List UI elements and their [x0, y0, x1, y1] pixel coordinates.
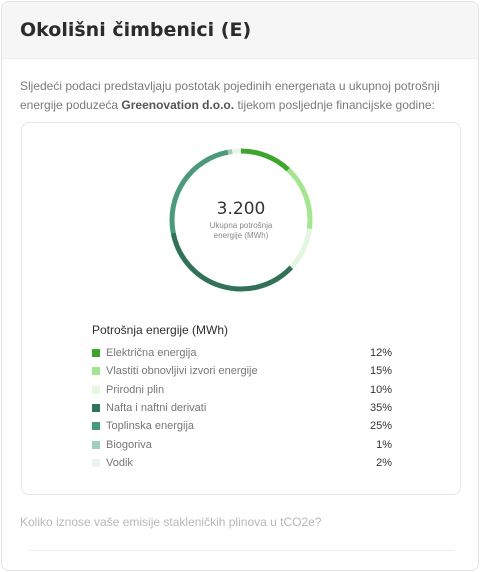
legend-item: Biogoriva 1% [92, 435, 392, 453]
company-name: Greenovation d.o.o. [121, 98, 235, 112]
emissions-answer-line[interactable] [28, 550, 454, 551]
intro-text-before: Sljedeći podaci predstavljaju postotak p… [20, 79, 440, 112]
legend-value: 1% [376, 438, 392, 451]
legend-label: Prirodni plin [106, 383, 165, 396]
legend-value: 2% [376, 456, 392, 469]
intro-text-after: tijekom posljednje financijske godine: [234, 98, 435, 112]
legend-item: Toplinska energija 25% [92, 417, 392, 435]
legend-title: Potrošnja energije (MWh) [92, 323, 229, 337]
legend-value: 35% [369, 402, 392, 415]
legend-swatch [92, 458, 100, 467]
donut-segment-6 [227, 149, 233, 155]
chart-legend: Električna energija 12% Vlastiti obnovlji… [92, 344, 392, 472]
card-header: Okolišni čimbenici (E) [2, 2, 478, 59]
legend-label: Nafta i naftni derivati [106, 402, 207, 415]
legend-swatch [92, 367, 100, 376]
legend-item: Vodik 2% [92, 454, 392, 472]
legend-label: Biogoriva [106, 438, 152, 451]
legend-value: 25% [369, 420, 392, 433]
legend-label: Toplinska energija [106, 420, 195, 433]
donut-segment-4 [170, 232, 294, 292]
total-consumption: 3.200 [216, 199, 266, 219]
legend-item: Vlastiti obnovljivi izvori energije 15% [92, 362, 392, 380]
legend-swatch [92, 404, 100, 413]
legend-swatch [92, 440, 100, 449]
donut-segment-1 [240, 148, 290, 172]
energy-donut-chart [169, 148, 313, 292]
donut-segment-2 [286, 167, 313, 229]
card-title: Okolišni čimbenici (E) [20, 19, 252, 41]
donut-segment-7 [232, 148, 242, 155]
donut-segment-3 [289, 228, 312, 269]
legend-value: 12% [369, 347, 392, 360]
legend-swatch [92, 349, 100, 358]
energy-chart-panel: 3.200 Ukupna potrošnja energije (MWh) Po… [21, 122, 461, 495]
legend-item: Električna energija 12% [92, 344, 392, 362]
emissions-question: Koliko iznose vaše emisije stakleničkih … [20, 515, 322, 529]
legend-label: Električna energija [106, 347, 197, 360]
legend-value: 10% [369, 383, 392, 396]
legend-value: 15% [369, 365, 392, 378]
total-consumption-label: Ukupna potrošnja energije (MWh) [209, 221, 273, 240]
legend-label: Vlastiti obnovljivi izvori energije [106, 365, 258, 378]
legend-swatch [92, 422, 100, 431]
donut-center: 3.200 Ukupna potrošnja energije (MWh) [166, 145, 316, 295]
legend-label: Vodik [106, 456, 133, 469]
legend-item: Nafta i naftni derivati 35% [92, 399, 392, 417]
intro-text: Sljedeći podaci predstavljaju postotak p… [20, 77, 460, 115]
legend-item: Prirodni plin 10% [92, 381, 392, 399]
donut-segment-5 [169, 149, 229, 234]
legend-swatch [92, 385, 100, 394]
